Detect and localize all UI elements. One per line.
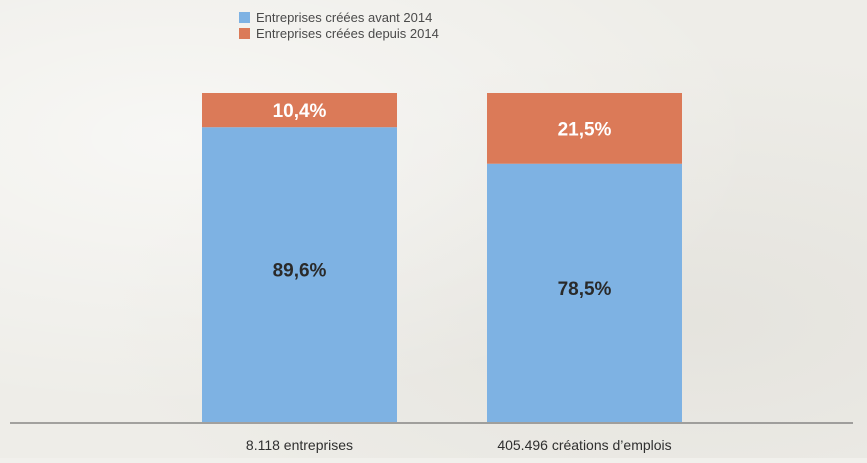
legend-swatch-2: [239, 28, 250, 39]
data-label-avant-2014-1: 89,6%: [273, 261, 327, 282]
data-label-avant-2014-2: 78,5%: [558, 279, 612, 300]
legend-label-1: Entreprises créées avant 2014: [256, 10, 432, 25]
legend: Entreprises créées avant 2014Entreprises…: [239, 10, 439, 41]
bar-segment-depuis-2014-1: [202, 93, 397, 128]
bars-group: 89,6% 10,4% 78,5% 21,5%: [202, 93, 682, 423]
legend-label-2: Entreprises créées depuis 2014: [256, 26, 439, 41]
category-label-1: 8.118 entreprises: [246, 437, 353, 453]
legend-swatch-1: [239, 12, 250, 23]
bar-segment-avant-2014-1: [202, 127, 397, 422]
data-label-depuis-2014-1: 10,4%: [273, 101, 327, 122]
category-label-2: 405.496 créations d’emplois: [497, 437, 671, 453]
category-labels: 8.118 entreprises 405.496 créations d’emp…: [246, 437, 672, 453]
bar-segment-depuis-2014-2: [487, 93, 682, 164]
data-label-depuis-2014-2: 21,5%: [558, 119, 612, 140]
bar-segment-avant-2014-2: [487, 163, 682, 423]
